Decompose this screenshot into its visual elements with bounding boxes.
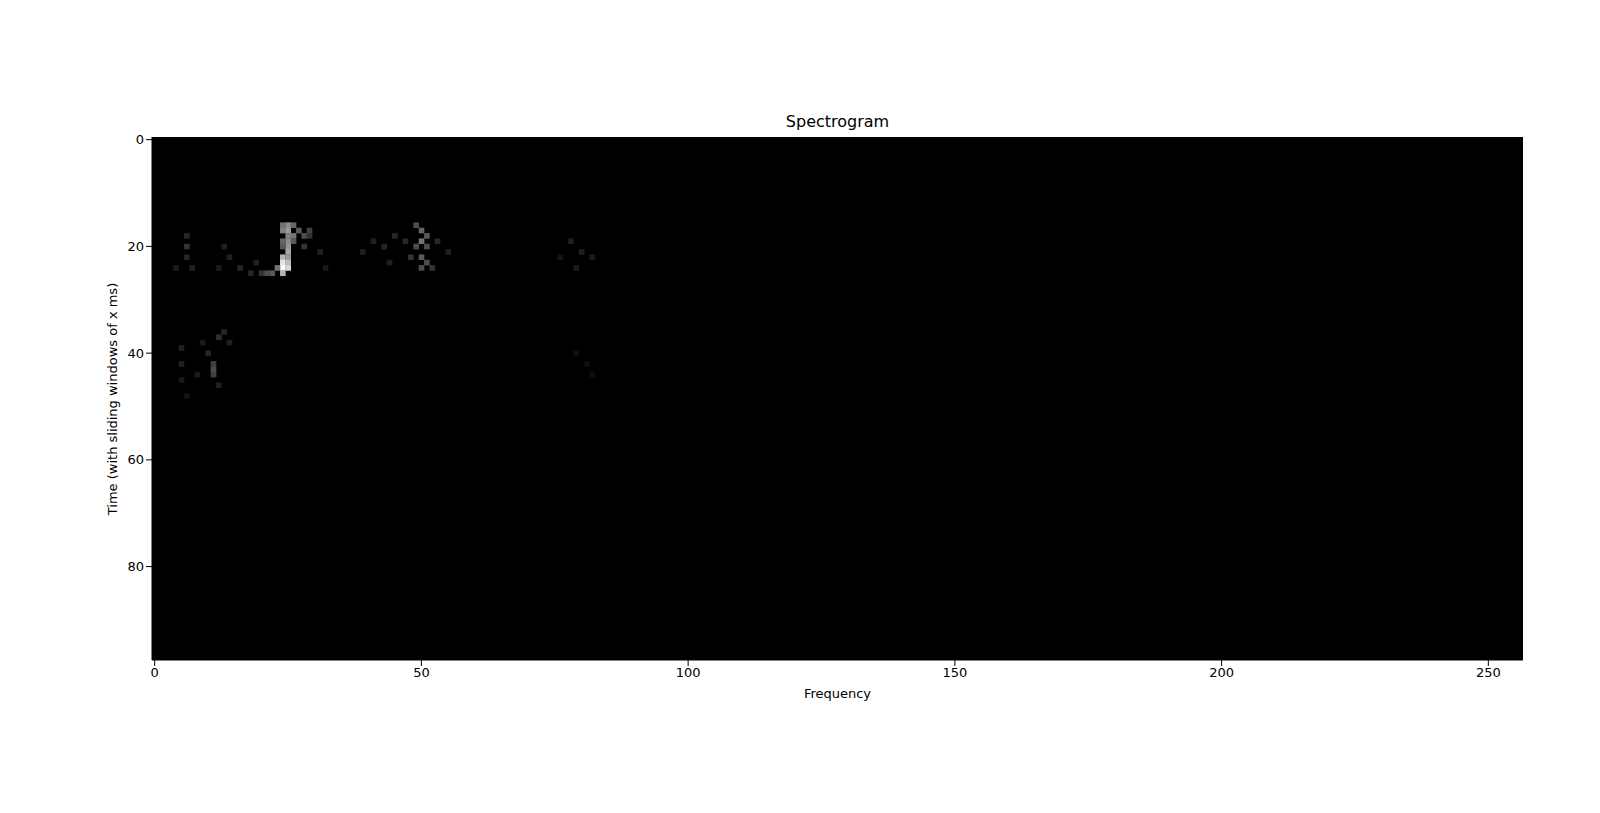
svg-text:0: 0 — [136, 132, 144, 147]
svg-text:250: 250 — [1476, 665, 1501, 680]
svg-text:100: 100 — [676, 665, 701, 680]
html-text:Spectrogram: Spectrogram — [785, 112, 890, 131]
svg-text:150: 150 — [942, 665, 967, 680]
svg-text:200: 200 — [1209, 665, 1234, 680]
svg-text:80: 80 — [127, 559, 144, 574]
svg-text:50: 50 — [413, 665, 430, 680]
html-text:Frequency: Frequency — [803, 686, 872, 701]
svg-text:20: 20 — [127, 239, 144, 254]
svg-text:40: 40 — [127, 346, 144, 361]
svg-text:0: 0 — [151, 665, 159, 680]
svg-text:60: 60 — [127, 452, 144, 467]
html-text:Time (with sliding windows of: Time (with sliding windows of x ms) — [104, 282, 120, 515]
